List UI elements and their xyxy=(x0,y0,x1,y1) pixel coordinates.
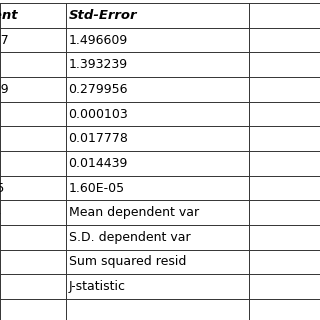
Text: S.D. dependent var: S.D. dependent var xyxy=(68,231,190,244)
Text: 1.393239: 1.393239 xyxy=(68,58,128,71)
Text: 0967: 0967 xyxy=(0,34,9,47)
Text: 960: 960 xyxy=(0,132,1,145)
Text: Sum squared resid: Sum squared resid xyxy=(68,255,186,268)
Text: 884: 884 xyxy=(0,206,1,219)
Text: 899: 899 xyxy=(0,157,1,170)
Text: 0.017778: 0.017778 xyxy=(68,132,128,145)
Text: Mean dependent var: Mean dependent var xyxy=(68,206,199,219)
Text: 0.014439: 0.014439 xyxy=(68,157,128,170)
Text: 2049: 2049 xyxy=(0,83,9,96)
Text: 394: 394 xyxy=(0,280,1,293)
Text: 0.279956: 0.279956 xyxy=(68,83,128,96)
Text: 1.60E-05: 1.60E-05 xyxy=(68,181,125,195)
Text: 722: 722 xyxy=(0,108,1,121)
Text: 766: 766 xyxy=(0,255,1,268)
Text: icient: icient xyxy=(0,9,19,22)
Text: 280: 280 xyxy=(0,58,1,71)
Text: Std-Error: Std-Error xyxy=(68,9,137,22)
Text: J-statistic: J-statistic xyxy=(68,280,125,293)
Text: E-05: E-05 xyxy=(0,181,5,195)
Text: 924: 924 xyxy=(0,231,1,244)
Text: 1.496609: 1.496609 xyxy=(68,34,128,47)
Text: 0.000103: 0.000103 xyxy=(68,108,128,121)
